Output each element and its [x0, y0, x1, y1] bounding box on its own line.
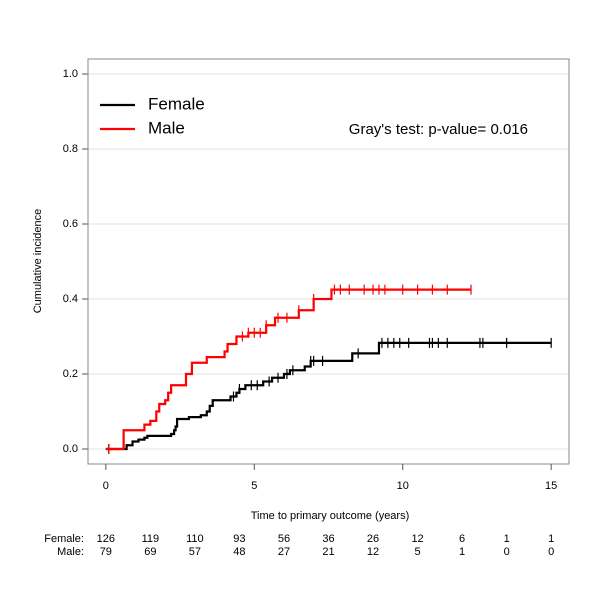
plot-frame [87, 58, 570, 465]
risk-count: 119 [142, 533, 160, 545]
risk-count: 26 [367, 533, 379, 545]
y-tick-label: 0.8 [63, 143, 78, 155]
risk-count: 126 [97, 533, 115, 545]
risk-count: 110 [186, 533, 204, 545]
legend-label: Male [148, 118, 185, 137]
y-tick-label: 0.2 [63, 368, 78, 380]
y-axis-label: Cumulative incidence [32, 209, 44, 314]
x-tick-label: 15 [545, 480, 557, 492]
annotation: Gray's test: p-value= 0.016 [349, 121, 528, 138]
x-tick-label: 10 [397, 480, 409, 492]
risk-count: 79 [100, 546, 112, 558]
step-line [105, 288, 472, 451]
x-tick-label: 5 [251, 480, 257, 492]
risk-count: 93 [233, 533, 245, 545]
risk-count: 57 [189, 546, 201, 558]
risk-count: 1 [504, 533, 510, 545]
risk-count: 1 [548, 533, 554, 545]
y-tick-label: 1.0 [63, 68, 78, 80]
risk-count: 69 [144, 546, 156, 558]
risk-count: 6 [459, 533, 465, 545]
risk-count: 0 [548, 546, 554, 558]
risk-count: 5 [415, 546, 421, 558]
y-tick-label: 0.6 [63, 218, 78, 230]
risk-label: Male: [57, 546, 84, 558]
risk-count: 48 [233, 546, 245, 558]
risk-count: 36 [322, 533, 334, 545]
risk-count: 56 [278, 533, 290, 545]
risk-count: 12 [367, 546, 379, 558]
risk-count: 1 [459, 546, 465, 558]
risk-count: 21 [322, 546, 334, 558]
x-axis-label: Time to primary outcome (years) [251, 510, 410, 522]
risk-count: 0 [504, 546, 510, 558]
risk-count: 12 [411, 533, 423, 545]
risk-label: Female: [44, 533, 84, 545]
legend-label: Female [148, 94, 205, 113]
x-tick-label: 0 [103, 480, 109, 492]
y-tick-label: 0.4 [63, 293, 78, 305]
y-tick-label: 0.0 [63, 443, 78, 455]
risk-count: 27 [278, 546, 290, 558]
